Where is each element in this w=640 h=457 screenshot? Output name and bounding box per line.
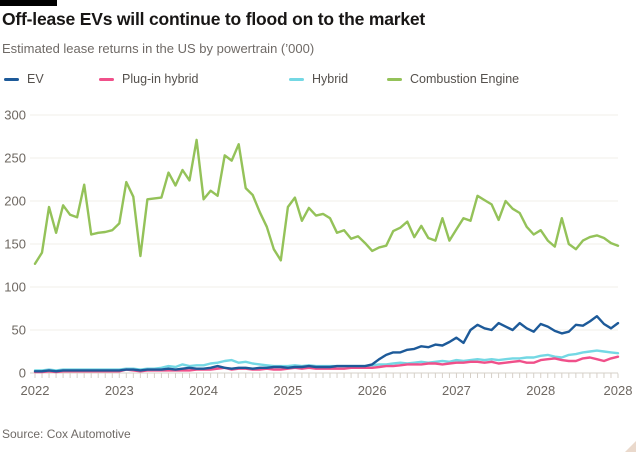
y-tick-label-100: 100	[4, 280, 26, 295]
y-tick-label-0: 0	[19, 366, 26, 381]
x-tick-label-2022: 2022	[21, 383, 50, 398]
ev-line-swatch-icon	[4, 77, 19, 81]
legend-item-hybrid: Hybrid	[289, 72, 348, 86]
series-line-combustion-engine	[33, 138, 620, 265]
source-note: Source: Cox Automotive	[2, 427, 131, 441]
x-tick-label-2026: 2026	[358, 383, 387, 398]
y-tick-label-300: 300	[4, 108, 26, 123]
x-tick-label-2024: 2024	[189, 383, 218, 398]
legend-item-plug-in-hybrid: Plug-in hybrid	[99, 72, 198, 86]
top-rule-bar	[0, 0, 57, 6]
legend-item-ev: EV	[4, 72, 44, 86]
resize-corner-triangle-icon	[625, 441, 636, 452]
y-tick-label-50: 50	[12, 323, 26, 338]
x-tick-label-2027: 2027	[442, 383, 471, 398]
x-tick-label-2028: 2028	[604, 383, 633, 398]
x-axis-tick-marks	[34, 373, 619, 378]
legend-label-combustion-engine: Combustion Engine	[410, 72, 520, 86]
y-tick-label-250: 250	[4, 151, 26, 166]
chart-title: Off-lease EVs will continue to flood on …	[2, 9, 426, 29]
legend-label-ev: EV	[27, 72, 44, 86]
legend-label-hybrid: Hybrid	[312, 72, 349, 86]
plug-in-hybrid-line-swatch-icon	[99, 77, 114, 81]
y-axis-labels: 0 50 100 150 200 250 300	[4, 108, 26, 381]
legend-label-plug-in-hybrid: Plug-in hybrid	[122, 72, 199, 86]
series-lines	[33, 138, 620, 374]
y-tick-label-150: 150	[4, 237, 26, 252]
x-tick-label-2025: 2025	[273, 383, 302, 398]
x-tick-label-2028: 2028	[526, 383, 555, 398]
hybrid-line-swatch-icon	[289, 77, 304, 81]
chart-subtitle: Estimated lease returns in the US by pow…	[2, 41, 315, 56]
y-gridlines	[30, 114, 618, 374]
legend-item-combustion-engine: Combustion Engine	[387, 72, 519, 86]
combustion-engine-line-swatch-icon	[387, 77, 402, 81]
x-tick-label-2023: 2023	[105, 383, 134, 398]
y-tick-label-200: 200	[4, 194, 26, 209]
x-axis-labels: 2022 2023 2024 2025 2026 2027 2028 2028	[21, 383, 633, 398]
series-line-ev	[33, 315, 620, 373]
